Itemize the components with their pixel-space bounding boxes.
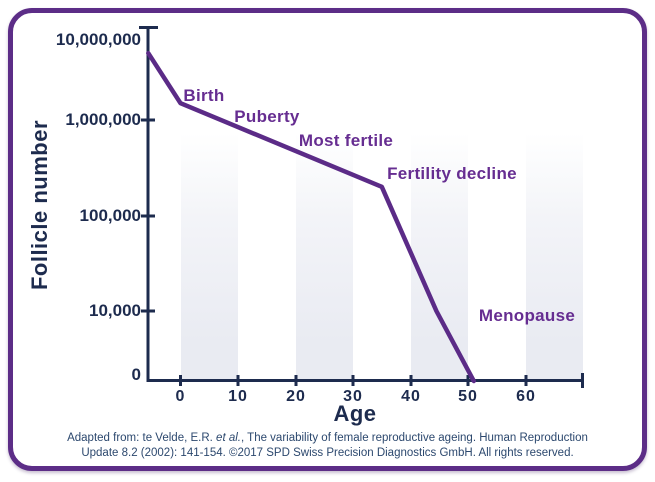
- annotation-birth: Birth: [183, 86, 225, 105]
- citation-line-2: Update 8.2 (2002): 141-154. ©2017 SPD Sw…: [81, 447, 574, 459]
- background-band-40-50: [411, 133, 468, 379]
- y-axis-title: Follicle number: [27, 119, 52, 291]
- background-band-60-70: [526, 133, 583, 379]
- annotation-most-fertile: Most fertile: [298, 131, 394, 150]
- y-tick-label-10000: 10,000: [89, 301, 141, 320]
- y-tick-label-1000000: 1,000,000: [65, 110, 141, 129]
- citation-line1-pre: Adapted from: te Velde, E.R.: [67, 432, 217, 444]
- citation-line1-post: , The variability of female reproductive…: [240, 432, 588, 444]
- x-tick-label-40: 40: [401, 388, 421, 405]
- annotation-fertility-decline: Fertility decline: [387, 164, 517, 183]
- citation-footer: Adapted from: te Velde, E.R. et al., The…: [40, 431, 615, 461]
- background-band-0-10: [181, 133, 238, 379]
- x-tick-label-50: 50: [458, 388, 478, 405]
- annotation-menopause: Menopause: [478, 306, 576, 325]
- x-tick-label-0: 0: [175, 388, 186, 405]
- y-tick-label-0: 0: [131, 365, 141, 384]
- x-tick-label-60: 60: [516, 388, 536, 405]
- x-tick-label-30: 30: [343, 388, 363, 405]
- x-tick-label-20: 20: [286, 388, 306, 405]
- annotation-puberty: Puberty: [234, 107, 300, 126]
- follicle-curve: [146, 50, 477, 384]
- x-tick-label-10: 10: [228, 388, 248, 405]
- x-axis-title: Age: [333, 401, 377, 426]
- background-band-20-30: [296, 133, 353, 379]
- citation-et-al: et al.: [216, 432, 241, 444]
- citation-line-1: Adapted from: te Velde, E.R. et al., The…: [40, 431, 615, 446]
- y-tick-label-10000000: 10,000,000: [55, 30, 141, 49]
- y-tick-label-100000: 100,000: [79, 206, 141, 225]
